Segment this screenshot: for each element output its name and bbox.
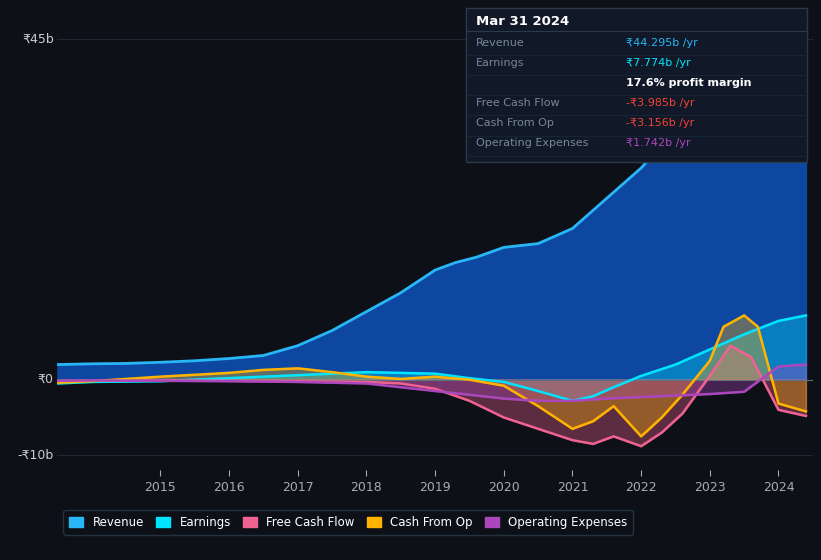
Text: Free Cash Flow: Free Cash Flow	[476, 98, 560, 108]
Legend: Revenue, Earnings, Free Cash Flow, Cash From Op, Operating Expenses: Revenue, Earnings, Free Cash Flow, Cash …	[63, 510, 633, 535]
Text: Cash From Op: Cash From Op	[476, 118, 554, 128]
Text: Operating Expenses: Operating Expenses	[476, 138, 589, 148]
Text: Revenue: Revenue	[476, 38, 525, 48]
Text: Earnings: Earnings	[476, 58, 525, 68]
Text: -₹10b: -₹10b	[17, 449, 53, 462]
Text: -₹3.985b /yr: -₹3.985b /yr	[626, 98, 695, 108]
Text: Mar 31 2024: Mar 31 2024	[476, 15, 570, 28]
Text: -₹3.156b /yr: -₹3.156b /yr	[626, 118, 695, 128]
Text: ₹44.295b /yr: ₹44.295b /yr	[626, 38, 698, 48]
Text: 17.6% profit margin: 17.6% profit margin	[626, 78, 752, 88]
Text: ₹0: ₹0	[38, 373, 53, 386]
Text: ₹1.742b /yr: ₹1.742b /yr	[626, 138, 691, 148]
Text: ₹7.774b /yr: ₹7.774b /yr	[626, 58, 691, 68]
Text: ₹45b: ₹45b	[22, 33, 53, 46]
